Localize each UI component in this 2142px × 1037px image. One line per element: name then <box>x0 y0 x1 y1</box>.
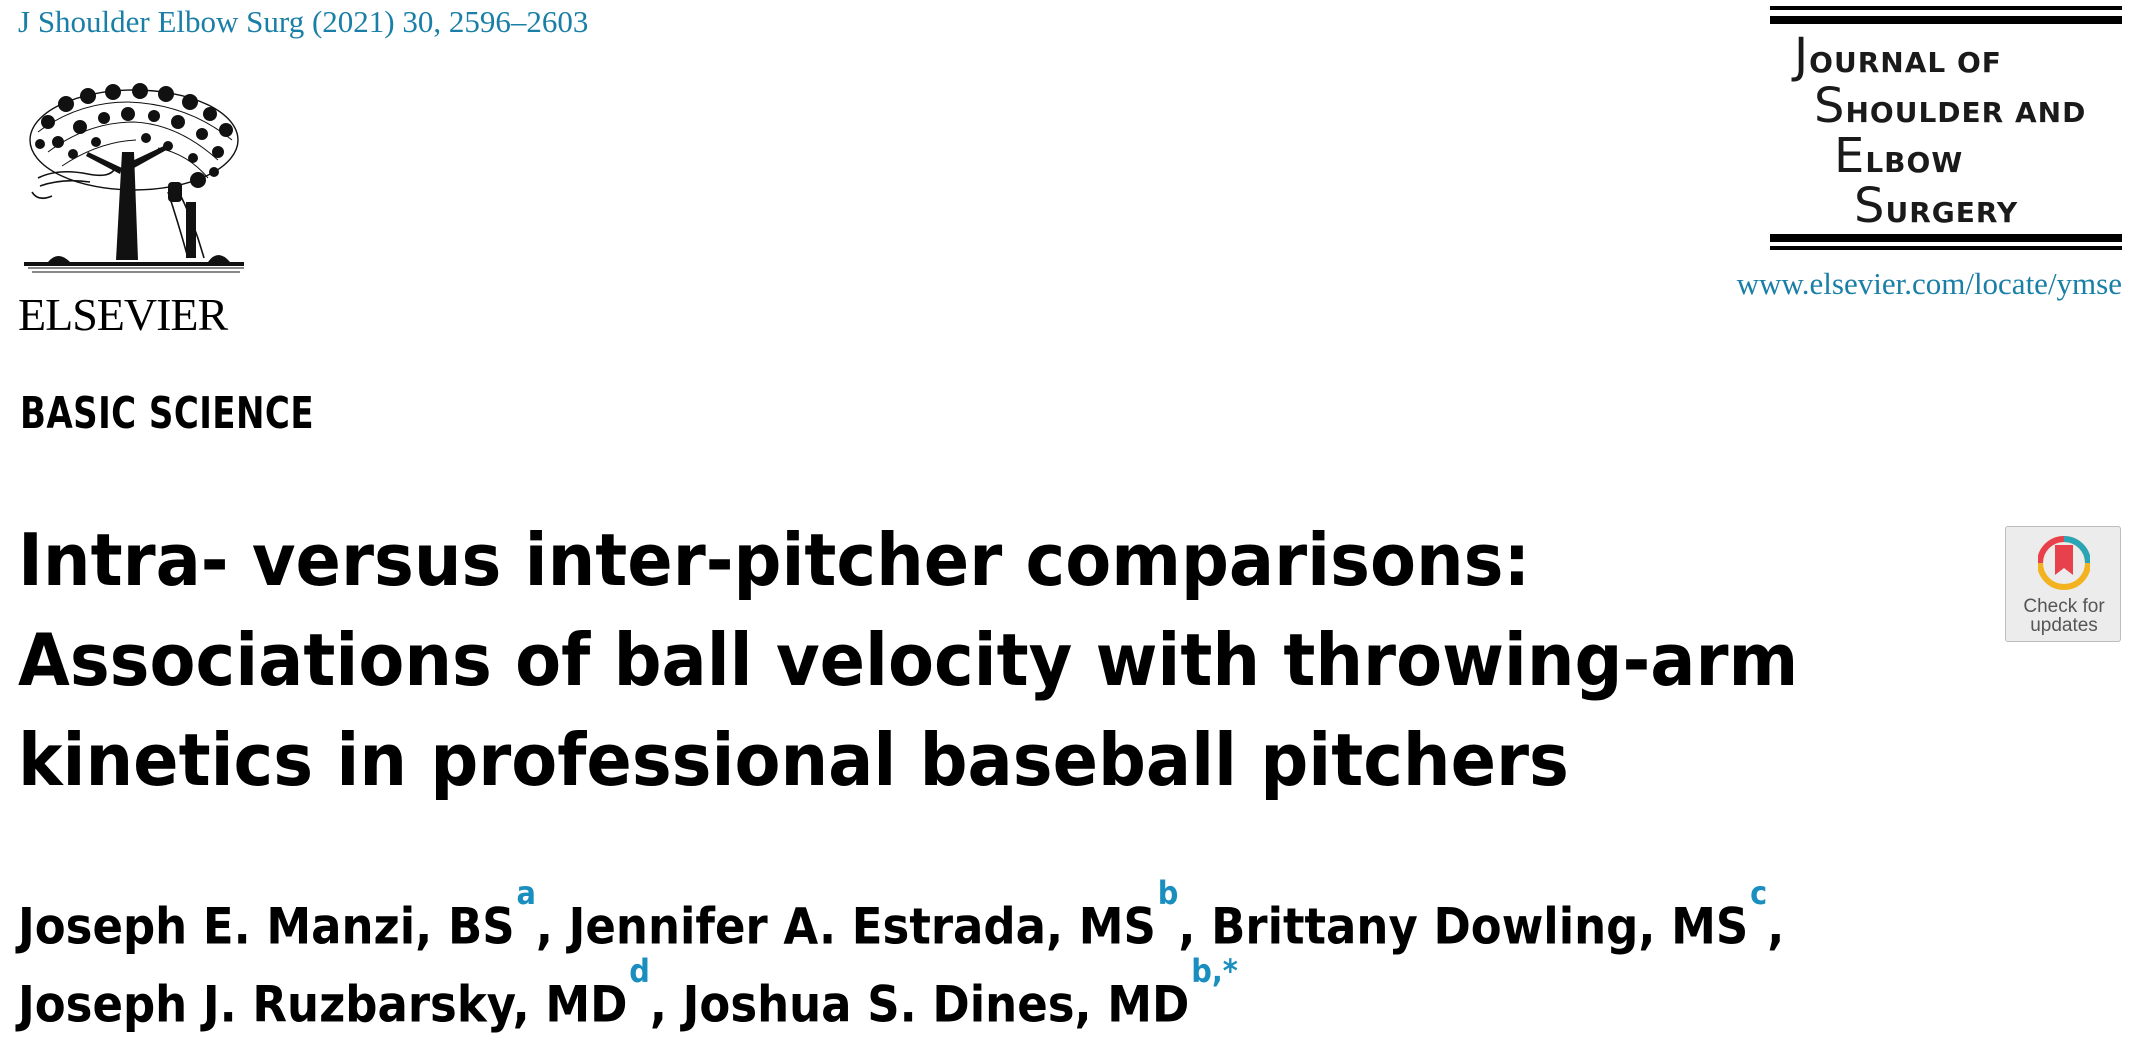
check-for-updates-line-1: Check for <box>2023 596 2105 617</box>
author-list: Joseph E. Manzi, BSa, Jennifer A. Estrad… <box>18 874 1818 1037</box>
journal-title-line-4: SURGERY <box>1854 178 2019 234</box>
journal-masthead-logo[interactable]: JOURNAL OF SHOULDER AND ELBOW SURGERY <box>1770 6 2122 250</box>
author-separator: , <box>535 897 569 956</box>
affiliation-marker[interactable]: a <box>516 874 536 912</box>
author-name[interactable]: Jennifer A. Estrada, MS <box>568 897 1156 956</box>
journal-title-line-2: SHOULDER AND <box>1814 78 2087 134</box>
masthead-rule-bottom <box>1770 246 2122 250</box>
author-separator: , <box>1178 897 1212 956</box>
journal-url-link[interactable]: www.elsevier.com/locate/ymse <box>1736 266 2122 301</box>
publisher-wordmark: ELSEVIER <box>18 289 228 340</box>
author-line: Joseph J. Ruzbarsky, MDd, Joshua S. Dine… <box>18 952 1818 1037</box>
journal-title-line-1: JOURNAL OF <box>1794 28 2002 84</box>
author-name[interactable]: Joseph E. Manzi, BS <box>18 897 515 956</box>
journal-citation[interactable]: J Shoulder Elbow Surg (2021) 30, 2596–26… <box>18 4 589 39</box>
check-for-updates-button[interactable]: Check for updates <box>2005 526 2121 642</box>
author-separator: , <box>1767 897 1785 956</box>
author-name[interactable]: Joshua S. Dines, MD <box>682 975 1190 1034</box>
masthead-rule-top <box>1770 6 2122 10</box>
author-line: Joseph E. Manzi, BSa, Jennifer A. Estrad… <box>18 874 1818 960</box>
affiliation-marker[interactable]: b <box>1157 874 1179 912</box>
author-name[interactable]: Brittany Dowling, MS <box>1211 897 1749 956</box>
article-title-line: kinetics in professional baseball pitche… <box>18 718 1569 802</box>
elsevier-logo: ELSEVIER <box>18 82 250 340</box>
article-title: Intra- versus inter-pitcher comparisons:… <box>18 510 1878 810</box>
elsevier-tree-icon <box>24 83 244 273</box>
article-section-label: BASIC SCIENCE <box>20 388 315 439</box>
check-for-updates-label: Check for updates <box>2006 597 2122 635</box>
author-separator: , <box>649 975 683 1034</box>
article-title-line: Intra- versus inter-pitcher comparisons: <box>18 518 1531 602</box>
author-name[interactable]: Joseph J. Ruzbarsky, MD <box>18 975 628 1034</box>
masthead-rule-top-thick <box>1770 16 2122 24</box>
article-title-line: Associations of ball velocity with throw… <box>18 618 1799 702</box>
affiliation-marker[interactable]: d <box>629 951 650 990</box>
affiliation-marker[interactable]: c <box>1750 874 1768 912</box>
journal-title-line-3: ELBOW <box>1834 128 1964 184</box>
masthead-rule-bottom-thick <box>1770 234 2122 242</box>
check-for-updates-line-2: updates <box>2030 615 2098 636</box>
affiliation-marker[interactable]: b,* <box>1191 951 1238 990</box>
bookmark-icon <box>2038 536 2090 590</box>
